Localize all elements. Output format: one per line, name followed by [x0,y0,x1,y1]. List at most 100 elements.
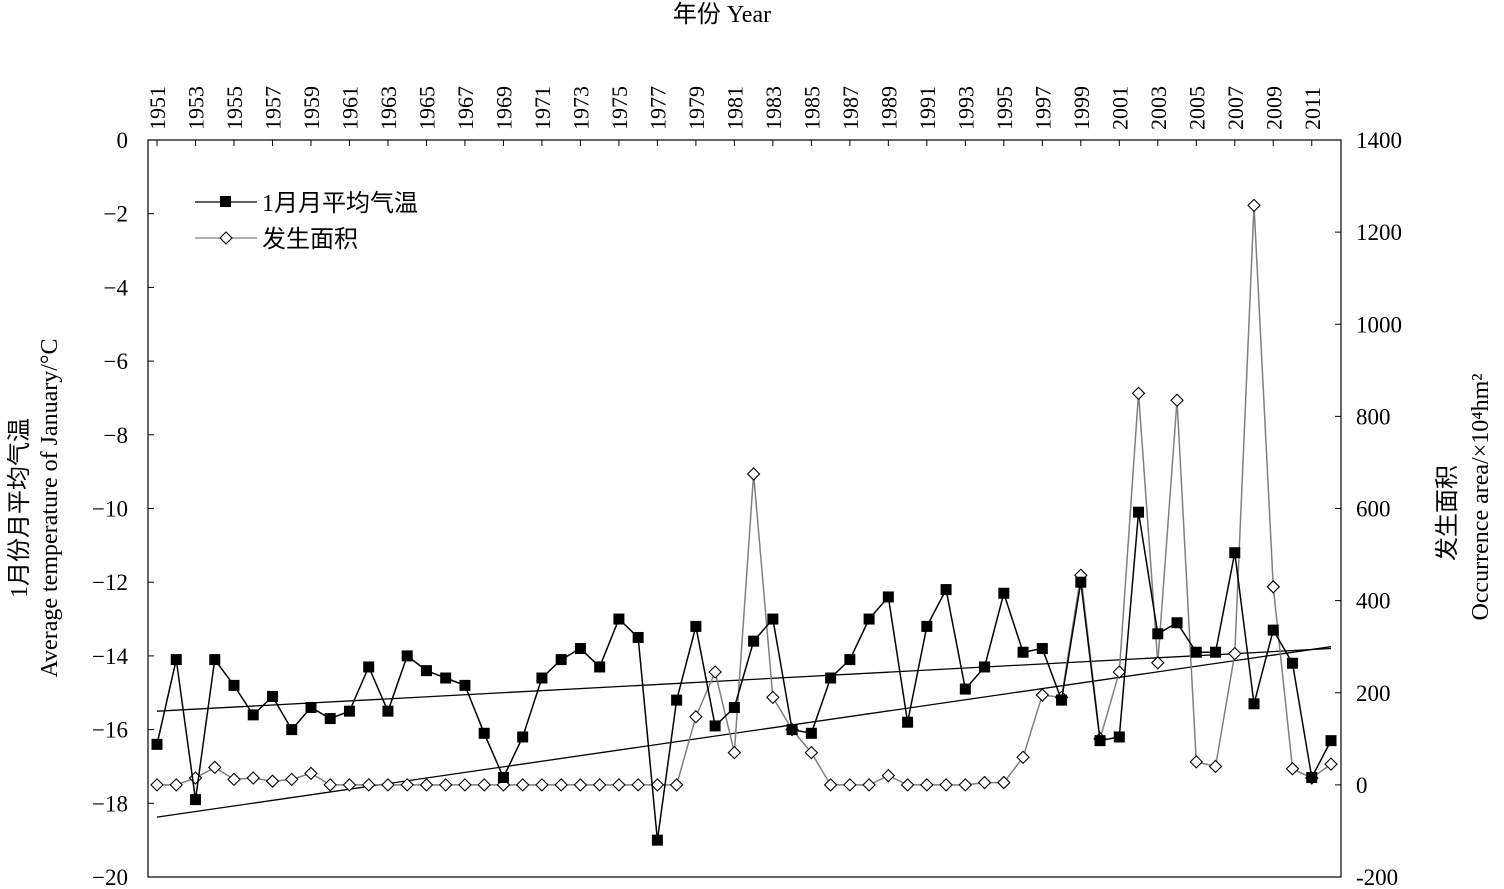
temperature-point-marker [1248,698,1260,710]
area-point-marker [612,778,626,792]
left-tick-label: −4 [104,275,129,300]
temperature-point-marker [940,584,952,596]
left-tick-label: −18 [92,791,128,816]
temperature-point-marker [305,701,317,713]
temperature-point-marker [478,727,490,739]
area-point-marker [727,745,742,760]
plot-area [147,139,1342,878]
area-point-marker [1151,656,1165,670]
temperature-point-marker [1171,617,1183,629]
area-point-marker [304,766,318,781]
x-tick-label: 1953 [183,86,208,130]
trendline [156,646,1332,818]
x-tick-label: 1973 [568,86,593,130]
area-point-marker [554,778,568,792]
temperature-point-marker [728,701,740,713]
temperature-point-marker [825,672,837,684]
temperature-point-marker [1133,506,1145,518]
area-point-marker [573,778,588,792]
area-point-marker [458,778,472,792]
temperature-point-marker [902,716,914,728]
temperature-point-marker [1036,643,1048,655]
x-tick-label: 2003 [1146,86,1171,130]
right-axis-title: 发生面积 Occurrence area/×10⁴hm² [1434,374,1494,621]
area-point-marker [804,745,819,760]
area-point-marker [361,778,376,792]
area-point-marker [631,778,645,792]
temperature-series-line [156,512,1332,841]
temperature-point-marker [517,731,529,743]
area-point-marker [419,778,434,792]
temperature-point-marker [767,613,779,625]
temperature-point-marker [228,679,240,691]
area-point-marker [438,778,453,792]
area-point-marker [342,778,357,792]
x-tick-label: 1989 [876,86,901,130]
left-tick-label: −10 [92,497,128,522]
x-axis-title: 年份 Year [673,1,771,28]
x-tick-label: 1951 [145,86,170,130]
x-tick-label: 1993 [953,86,978,130]
left-axis-ticks: 0 −2 −4 −6 −8 −10 −12 −14 −16 −18 −20 [92,128,154,889]
x-tick-label: 2011 [1300,87,1325,130]
legend-area-marker [219,231,233,245]
temperature-point-marker [382,705,394,717]
left-tick-label: 0 [117,128,129,153]
area-point-marker [650,778,665,792]
area-point-marker [977,775,992,790]
temperature-point-marker [959,683,971,695]
left-axis-title: 1月份月平均气温 Average temperature of January/… [6,339,63,678]
area-point-marker [689,709,703,724]
left-tick-label: −20 [92,865,128,889]
area-point-marker [1285,761,1300,776]
right-tick-label: -200 [1356,865,1398,889]
temperature-point-marker [459,679,471,691]
temperature-point-marker [863,613,875,625]
trendlines [156,646,1332,818]
x-tick-label: 1983 [761,86,786,130]
x-tick-label: 1995 [992,86,1017,130]
x-tick-label: 1961 [337,86,362,130]
temperature-point-marker [690,620,702,632]
temperature-point-marker [420,665,432,677]
legend-area-label: 发生面积 [262,226,358,253]
area-point-marker [746,467,761,481]
temperature-point-marker [536,672,548,684]
area-point-marker [515,778,530,792]
x-tick-label: 1991 [915,86,940,130]
right-tick-label: 800 [1356,404,1391,429]
area-point-marker [1131,386,1146,401]
area-point-marker [1227,646,1242,661]
temperature-point-marker [1075,576,1087,588]
x-tick-label: 1985 [799,86,824,130]
right-axis-title-en: Occurrence area/×10⁴hm² [1468,374,1494,621]
right-axis-ticks: 1400 1200 1000 800 600 400 200 0 -200 [1335,128,1402,889]
area-point-marker [265,774,280,788]
area-point-marker [323,778,337,792]
legend: 1月月平均气温 发生面积 [195,190,418,253]
area-point-marker [535,778,549,792]
temperature-point-marker [1306,772,1318,784]
right-tick-label: 0 [1356,773,1368,798]
area-point-marker [920,778,934,792]
area-point-marker [669,778,684,792]
temperature-point-marker [151,738,163,750]
temperature-point-marker [1267,624,1279,636]
series-january-temperature [151,506,1337,846]
legend-temp-marker [220,196,231,207]
right-axis-title-cn: 发生面积 [1434,465,1461,561]
temperature-point-marker [401,650,413,662]
temperature-point-marker [1190,646,1202,658]
area-point-marker [766,690,780,705]
area-point-marker [1247,198,1261,213]
temperature-point-marker [555,654,567,666]
temperature-point-marker [882,591,894,603]
left-axis-title-en: Average temperature of January/°C [37,339,63,678]
area-point-marker [1266,580,1281,594]
area-point-marker [958,778,973,792]
temperature-point-marker [1113,731,1125,743]
x-tick-label: 2001 [1107,86,1132,130]
area-point-marker [843,778,857,792]
area-point-marker [381,778,395,792]
